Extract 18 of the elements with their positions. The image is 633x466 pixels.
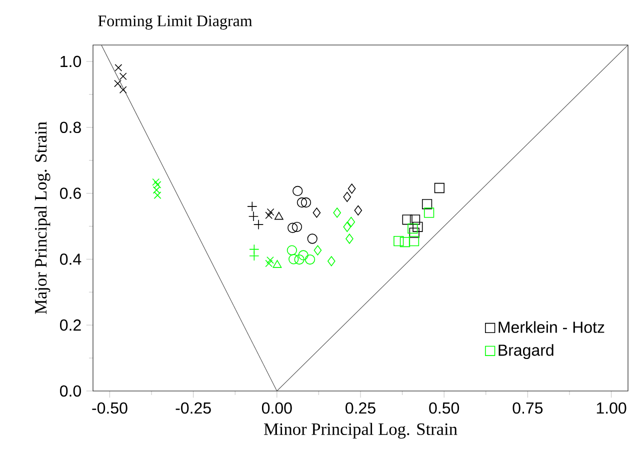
x-tick-label: 0.25	[346, 402, 376, 414]
y-tick-label: 0.2	[60, 319, 81, 331]
x-axis-title: Minor Principal Log. Strain	[264, 422, 458, 439]
y-tick-label: 0.8	[60, 122, 81, 134]
y-tick-label: 0.4	[60, 254, 82, 265]
y-tick-label: 0.6	[60, 188, 81, 199]
x-tick-label: -0.25	[176, 402, 211, 414]
x-tick-label: 0.00	[262, 402, 292, 414]
x-tick-label: 1.00	[596, 402, 626, 414]
y-tick-label: 0.0	[60, 385, 82, 397]
x-tick-label: 0.75	[512, 402, 543, 414]
chart-title: Forming Limit Diagram	[98, 16, 252, 30]
y-tick-label: 1.0	[60, 56, 82, 68]
x-tick-label: 0.50	[429, 402, 460, 414]
x-tick-label: -0.50	[92, 402, 128, 414]
legend-label: Merklein - Hotz	[498, 321, 604, 333]
legend-label: Bragard	[498, 344, 554, 360]
y-axis-title: Major Principal Log. Strain	[34, 122, 50, 314]
